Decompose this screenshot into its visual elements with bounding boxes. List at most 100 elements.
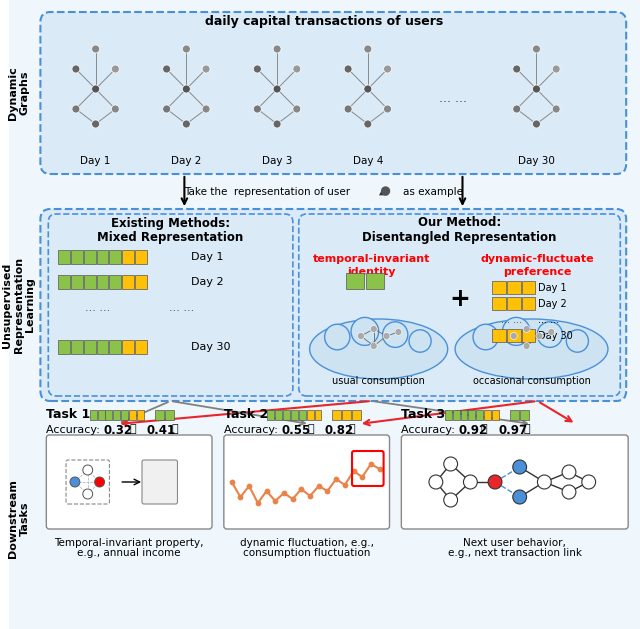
Bar <box>58 275 70 289</box>
Text: Temporal-invariant property,: Temporal-invariant property, <box>54 538 204 548</box>
Bar <box>164 410 173 420</box>
Bar <box>58 340 70 354</box>
Bar <box>507 329 521 342</box>
Text: consumption fluctuation: consumption fluctuation <box>243 548 371 558</box>
Point <box>287 494 298 504</box>
Circle shape <box>202 65 210 73</box>
Text: Next user behavior,: Next user behavior, <box>463 538 566 548</box>
Circle shape <box>92 85 100 93</box>
Text: as example: as example <box>403 187 463 197</box>
Circle shape <box>523 325 530 333</box>
Circle shape <box>538 475 551 489</box>
Circle shape <box>371 325 377 333</box>
Circle shape <box>83 465 93 475</box>
Circle shape <box>72 105 80 113</box>
Circle shape <box>253 105 261 113</box>
Circle shape <box>562 465 576 479</box>
Bar <box>135 275 147 289</box>
FancyBboxPatch shape <box>48 214 293 396</box>
Point <box>331 474 341 484</box>
Bar <box>122 250 134 264</box>
Text: Disentangled Representation: Disentangled Representation <box>362 230 557 243</box>
Circle shape <box>182 45 190 53</box>
Text: e.g., next transaction link: e.g., next transaction link <box>448 548 582 558</box>
Text: daily capital transactions of users: daily capital transactions of users <box>205 16 444 28</box>
Bar <box>461 410 467 420</box>
Bar <box>268 410 274 420</box>
Circle shape <box>324 324 350 350</box>
Bar <box>507 297 521 310</box>
Circle shape <box>371 343 377 350</box>
Circle shape <box>513 65 521 73</box>
Bar <box>135 340 147 354</box>
Circle shape <box>537 322 563 347</box>
Bar <box>275 410 282 420</box>
Text: temporal-invariant: temporal-invariant <box>313 254 431 264</box>
Text: ... ...: ... ... <box>438 92 467 106</box>
Text: occasional consumption: occasional consumption <box>472 376 591 386</box>
FancyBboxPatch shape <box>46 435 212 529</box>
Bar <box>492 297 506 310</box>
Point <box>270 496 280 506</box>
Bar <box>468 410 476 420</box>
Text: 0.41: 0.41 <box>147 423 176 437</box>
Bar <box>71 340 83 354</box>
Bar <box>121 410 128 420</box>
Circle shape <box>111 65 119 73</box>
Circle shape <box>523 343 530 350</box>
Circle shape <box>383 322 408 347</box>
Text: Day 1: Day 1 <box>81 156 111 166</box>
Text: Unsupervised
Representation
Learning: Unsupervised Representation Learning <box>2 257 35 353</box>
Text: ... ...: ... ... <box>85 303 110 313</box>
Text: 👍: 👍 <box>524 424 530 434</box>
Circle shape <box>395 328 402 335</box>
Text: Day 2: Day 2 <box>191 277 224 287</box>
Bar <box>366 273 383 289</box>
Bar <box>71 250 83 264</box>
Circle shape <box>273 120 281 128</box>
Circle shape <box>163 105 171 113</box>
Circle shape <box>293 105 301 113</box>
Bar <box>97 250 108 264</box>
FancyBboxPatch shape <box>142 460 177 504</box>
Bar <box>98 410 104 420</box>
Circle shape <box>409 330 431 352</box>
Circle shape <box>488 475 502 489</box>
Bar <box>332 410 341 420</box>
Bar <box>510 410 518 420</box>
Point <box>279 488 289 498</box>
Text: Day 2: Day 2 <box>538 299 567 309</box>
Circle shape <box>383 333 390 340</box>
Bar <box>97 340 108 354</box>
Circle shape <box>70 477 80 487</box>
Bar <box>522 281 536 294</box>
Text: Day 3: Day 3 <box>262 156 292 166</box>
Circle shape <box>463 475 477 489</box>
Circle shape <box>532 45 540 53</box>
Text: Day 30: Day 30 <box>538 331 573 341</box>
Bar <box>346 273 364 289</box>
Bar <box>137 410 144 420</box>
Bar <box>507 281 521 294</box>
Bar <box>291 410 298 420</box>
Bar <box>129 410 136 420</box>
Bar <box>90 410 97 420</box>
Circle shape <box>532 120 540 128</box>
Bar <box>492 329 506 342</box>
Circle shape <box>513 460 527 474</box>
Circle shape <box>163 65 171 73</box>
Text: Existing Methods:: Existing Methods: <box>111 216 230 230</box>
Circle shape <box>429 475 443 489</box>
Bar <box>109 275 121 289</box>
Circle shape <box>202 105 210 113</box>
Point <box>244 481 254 491</box>
Circle shape <box>552 105 560 113</box>
Circle shape <box>444 457 458 471</box>
Text: Mixed Representation: Mixed Representation <box>97 230 244 243</box>
Bar <box>492 410 499 420</box>
Bar <box>315 410 321 420</box>
Text: 👍: 👍 <box>172 424 178 434</box>
Point <box>314 481 324 491</box>
Text: dynamic fluctuation, e.g.,: dynamic fluctuation, e.g., <box>239 538 374 548</box>
Text: Our Method:: Our Method: <box>418 216 501 230</box>
